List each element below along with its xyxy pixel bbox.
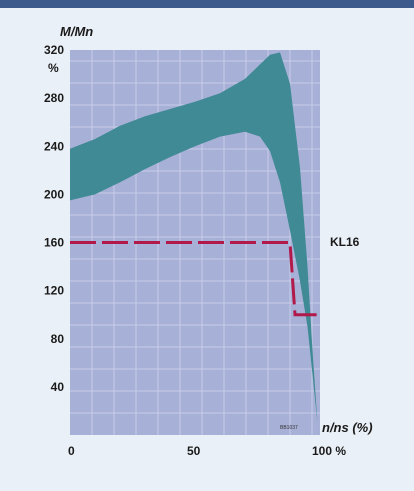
y-tick-label: 200: [44, 187, 64, 201]
y-tick-label: 160: [44, 236, 64, 250]
y-tick-label: 320: [44, 43, 64, 57]
header-band: [0, 0, 414, 8]
x-tick-label: 50: [187, 444, 201, 458]
y-axis-unit: %: [48, 61, 59, 75]
y-axis-title: M/Mn: [60, 24, 93, 39]
torque-band-area: [70, 52, 318, 424]
series-label-kl16: KL16: [330, 235, 360, 249]
y-tick-label: 120: [44, 284, 64, 298]
x-tick-label: 0: [68, 444, 75, 458]
y-tick-label: 40: [51, 380, 65, 394]
figure-code: BB1037: [280, 425, 298, 431]
y-tick-label: 240: [44, 139, 64, 153]
y-tick-label: 280: [44, 91, 64, 105]
x-axis-title: n/ns (%): [322, 420, 373, 435]
y-axis-ticks: 40 80 120 160 200 240 280 320: [44, 43, 64, 394]
x-tick-label: 100 %: [312, 444, 346, 458]
series-line-kl16: [70, 241, 320, 317]
y-tick-label: 80: [51, 332, 65, 346]
x-axis-ticks: 0 50 100 %: [68, 444, 346, 458]
